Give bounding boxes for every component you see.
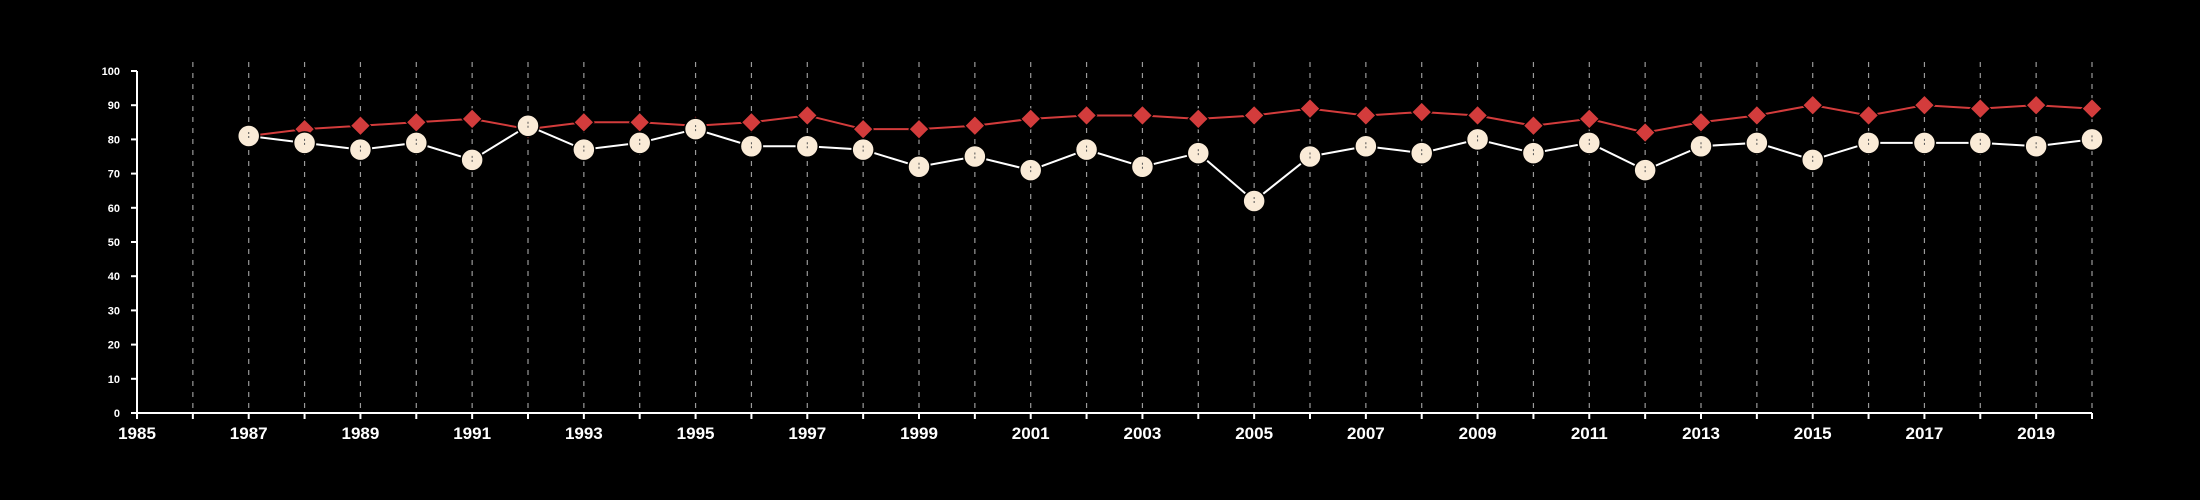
series-1-point-2008 (1410, 101, 1433, 123)
y-tick-label-0: 0 (114, 408, 120, 420)
y-tick-label-80: 80 (108, 134, 120, 146)
series-1-point-1998 (852, 118, 874, 140)
y-tick-label-90: 90 (108, 100, 120, 112)
x-tick-label-2001: 2001 (1012, 424, 1050, 443)
series-1-point-1990 (405, 111, 428, 134)
y-tick-label-60: 60 (108, 203, 120, 215)
series-1-point-2018 (1969, 97, 1992, 120)
series-1-point-2017 (1913, 94, 1936, 117)
y-tick-label-30: 30 (108, 305, 120, 317)
series-1-point-2016 (1857, 104, 1880, 127)
series-1-point-1994 (628, 111, 651, 134)
x-tick-label-1999: 1999 (900, 424, 938, 443)
series-1-point-2007 (1355, 104, 1377, 127)
x-tick-label-1995: 1995 (677, 424, 715, 443)
x-tick-label-1989: 1989 (342, 424, 380, 443)
x-tick-label-2003: 2003 (1124, 424, 1162, 443)
x-tick-label-1997: 1997 (788, 424, 826, 443)
x-tick-label-1991: 1991 (453, 424, 491, 443)
series-1-point-1997 (796, 104, 819, 127)
series (236, 94, 2104, 213)
y-tick-label-20: 20 (108, 340, 120, 352)
series-1-point-1991 (461, 108, 483, 130)
x-tick-label-2011: 2011 (1571, 424, 1608, 443)
y-tick-label-10: 10 (108, 374, 120, 386)
series-1-point-2009 (1466, 104, 1489, 127)
series-1-point-2005 (1243, 104, 1265, 127)
x-tick-label-2013: 2013 (1682, 424, 1720, 443)
series-2 (236, 113, 2104, 213)
series-1-point-2003 (1131, 104, 1154, 127)
series-2-line (248, 124, 2093, 203)
series-1-point-1996 (740, 111, 763, 134)
y-tick-label-40: 40 (108, 271, 120, 283)
y-tick-label-100: 100 (102, 66, 120, 78)
x-tick-label-1993: 1993 (565, 424, 603, 443)
x-tick-label-2005: 2005 (1235, 424, 1273, 443)
series-1-point-2001 (1019, 108, 1042, 130)
x-tick-label-2015: 2015 (1794, 424, 1832, 443)
x-tick-label-2009: 2009 (1459, 424, 1497, 443)
series-1-line (248, 104, 2093, 137)
series-1-point-1993 (573, 111, 595, 134)
x-tick-label-2019: 2019 (2017, 424, 2055, 443)
series-1-point-2000 (964, 114, 986, 137)
series-1-point-2020 (2081, 97, 2103, 120)
y-tick-label-70: 70 (108, 169, 120, 181)
series-1-point-2006 (1299, 97, 1321, 120)
tick-labels: 1985 1987 1989 1991 1993 1995 1997 1999 2001 2003… (102, 66, 2093, 443)
x-tick-label-1987: 1987 (230, 424, 268, 443)
series-1-point-2014 (1746, 104, 1768, 127)
series-1-point-1999 (908, 118, 930, 140)
x-tick-label-1985: 1985 (118, 424, 156, 443)
series-1-point-2010 (1522, 114, 1545, 137)
series-1-point-2011 (1578, 108, 1601, 130)
series-1 (237, 94, 2103, 147)
x-tick-label-2007: 2007 (1347, 424, 1385, 443)
series-1-point-1989 (349, 114, 372, 137)
series-1-point-2013 (1690, 111, 1712, 134)
y-tick-label-50: 50 (108, 237, 120, 249)
x-tick-label-2017: 2017 (1906, 424, 1944, 443)
series-1-point-2012 (1634, 121, 1656, 144)
series-1-point-2019 (2025, 94, 2047, 117)
series-1-point-2015 (1801, 94, 1824, 117)
series-1-point-2002 (1075, 104, 1098, 127)
series-1-point-2004 (1187, 108, 1210, 130)
